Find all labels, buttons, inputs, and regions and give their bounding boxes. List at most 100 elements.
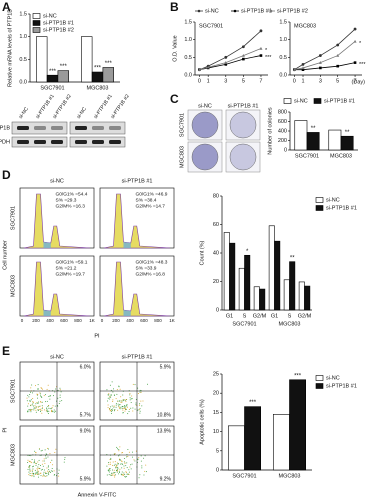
event-dot [30, 461, 32, 463]
event-dot [128, 471, 130, 473]
plate [229, 143, 257, 171]
x-tick-label: 0 [198, 78, 201, 84]
event-dot [35, 451, 37, 453]
event-dot [111, 405, 113, 407]
event-dot [40, 396, 42, 398]
x-tick-label: G2/M [298, 313, 312, 319]
event-dot [128, 469, 130, 471]
event-dot [42, 475, 44, 477]
event-dot [53, 470, 55, 472]
event-dot [38, 448, 40, 450]
event-dot [108, 471, 110, 473]
legend-swatch [313, 98, 322, 104]
x-axis-label: (Day) [352, 79, 366, 85]
event-dot [109, 384, 111, 386]
event-dot [58, 475, 60, 477]
legend-swatch [197, 9, 201, 13]
event-dot [122, 474, 124, 476]
event-dot [31, 471, 33, 473]
event-dot [111, 474, 113, 476]
event-dot [33, 476, 35, 478]
event-dot [34, 450, 36, 452]
bar [102, 67, 115, 83]
y-tick-label: 0.5 [184, 55, 192, 61]
event-dot [115, 467, 117, 469]
event-dot [113, 410, 115, 412]
blot-band [34, 126, 46, 130]
x-tick-label: 0 [293, 78, 296, 84]
event-dot [113, 469, 115, 471]
event-dot [125, 465, 127, 467]
event-dot [47, 410, 49, 412]
event-dot [52, 395, 54, 397]
event-dot [59, 400, 61, 402]
event-dot [33, 409, 35, 411]
column-label: si-NC [198, 103, 212, 109]
event-dot [31, 458, 33, 460]
event-dot [132, 410, 134, 412]
event-dot [45, 453, 47, 455]
event-dot [109, 461, 111, 463]
point [301, 68, 305, 71]
plate [229, 111, 257, 139]
event-dot [50, 395, 52, 397]
blot-band [51, 126, 63, 130]
event-dot [126, 467, 128, 469]
event-dot [28, 408, 30, 410]
event-dot [121, 401, 123, 403]
event-dot [137, 459, 139, 461]
cycle-stat: G2/M% =14.7 [136, 203, 166, 209]
bar [91, 71, 104, 83]
event-dot [121, 463, 123, 465]
event-dot [46, 400, 48, 402]
blot-band [34, 140, 46, 144]
event-dot [115, 398, 117, 400]
event-dot [112, 401, 114, 403]
event-dot [41, 397, 43, 399]
quadrant-value: 9.0% [80, 428, 92, 434]
event-dot [111, 469, 113, 471]
cycle-stat: S% =38.4 [136, 197, 157, 203]
event-dot [122, 399, 124, 401]
blot-band [51, 140, 63, 144]
y-tick-label: 800 [278, 109, 287, 115]
quadrant-value: 13.9% [157, 428, 172, 434]
event-dot [128, 451, 130, 453]
event-dot [37, 389, 39, 391]
event-dot [116, 470, 118, 472]
y-axis-label: Apoptotic cells (%) [199, 399, 205, 445]
event-dot [110, 409, 112, 411]
y-tick-label: 0.0 [19, 79, 27, 85]
event-dot [27, 411, 29, 413]
event-dot [37, 466, 39, 468]
panel-letter: B [170, 0, 179, 14]
event-dot [120, 473, 122, 475]
event-dot [55, 388, 57, 390]
x-tick-label: G1 [271, 313, 278, 319]
event-dot [46, 467, 48, 469]
blot-band [92, 126, 104, 130]
event-dot [59, 394, 61, 396]
event-dot [63, 461, 65, 463]
event-dot [139, 408, 141, 410]
event-dot [37, 473, 39, 475]
significance: *** [294, 373, 302, 379]
event-dot [116, 462, 118, 464]
event-dot [32, 401, 34, 403]
event-dot [126, 462, 128, 464]
point [318, 61, 322, 64]
event-dot [112, 391, 114, 393]
event-dot [26, 397, 28, 399]
series-line [199, 30, 262, 71]
histogram-tick-label: 400 [126, 318, 134, 323]
event-dot [112, 464, 114, 466]
event-dot [35, 409, 37, 411]
event-dot [109, 398, 111, 400]
event-dot [113, 471, 115, 473]
event-dot [118, 448, 120, 450]
significance: ** [311, 126, 316, 132]
point [259, 54, 263, 57]
event-dot [58, 469, 60, 471]
event-dot [123, 472, 125, 474]
row-label: MGC803 [10, 275, 16, 297]
